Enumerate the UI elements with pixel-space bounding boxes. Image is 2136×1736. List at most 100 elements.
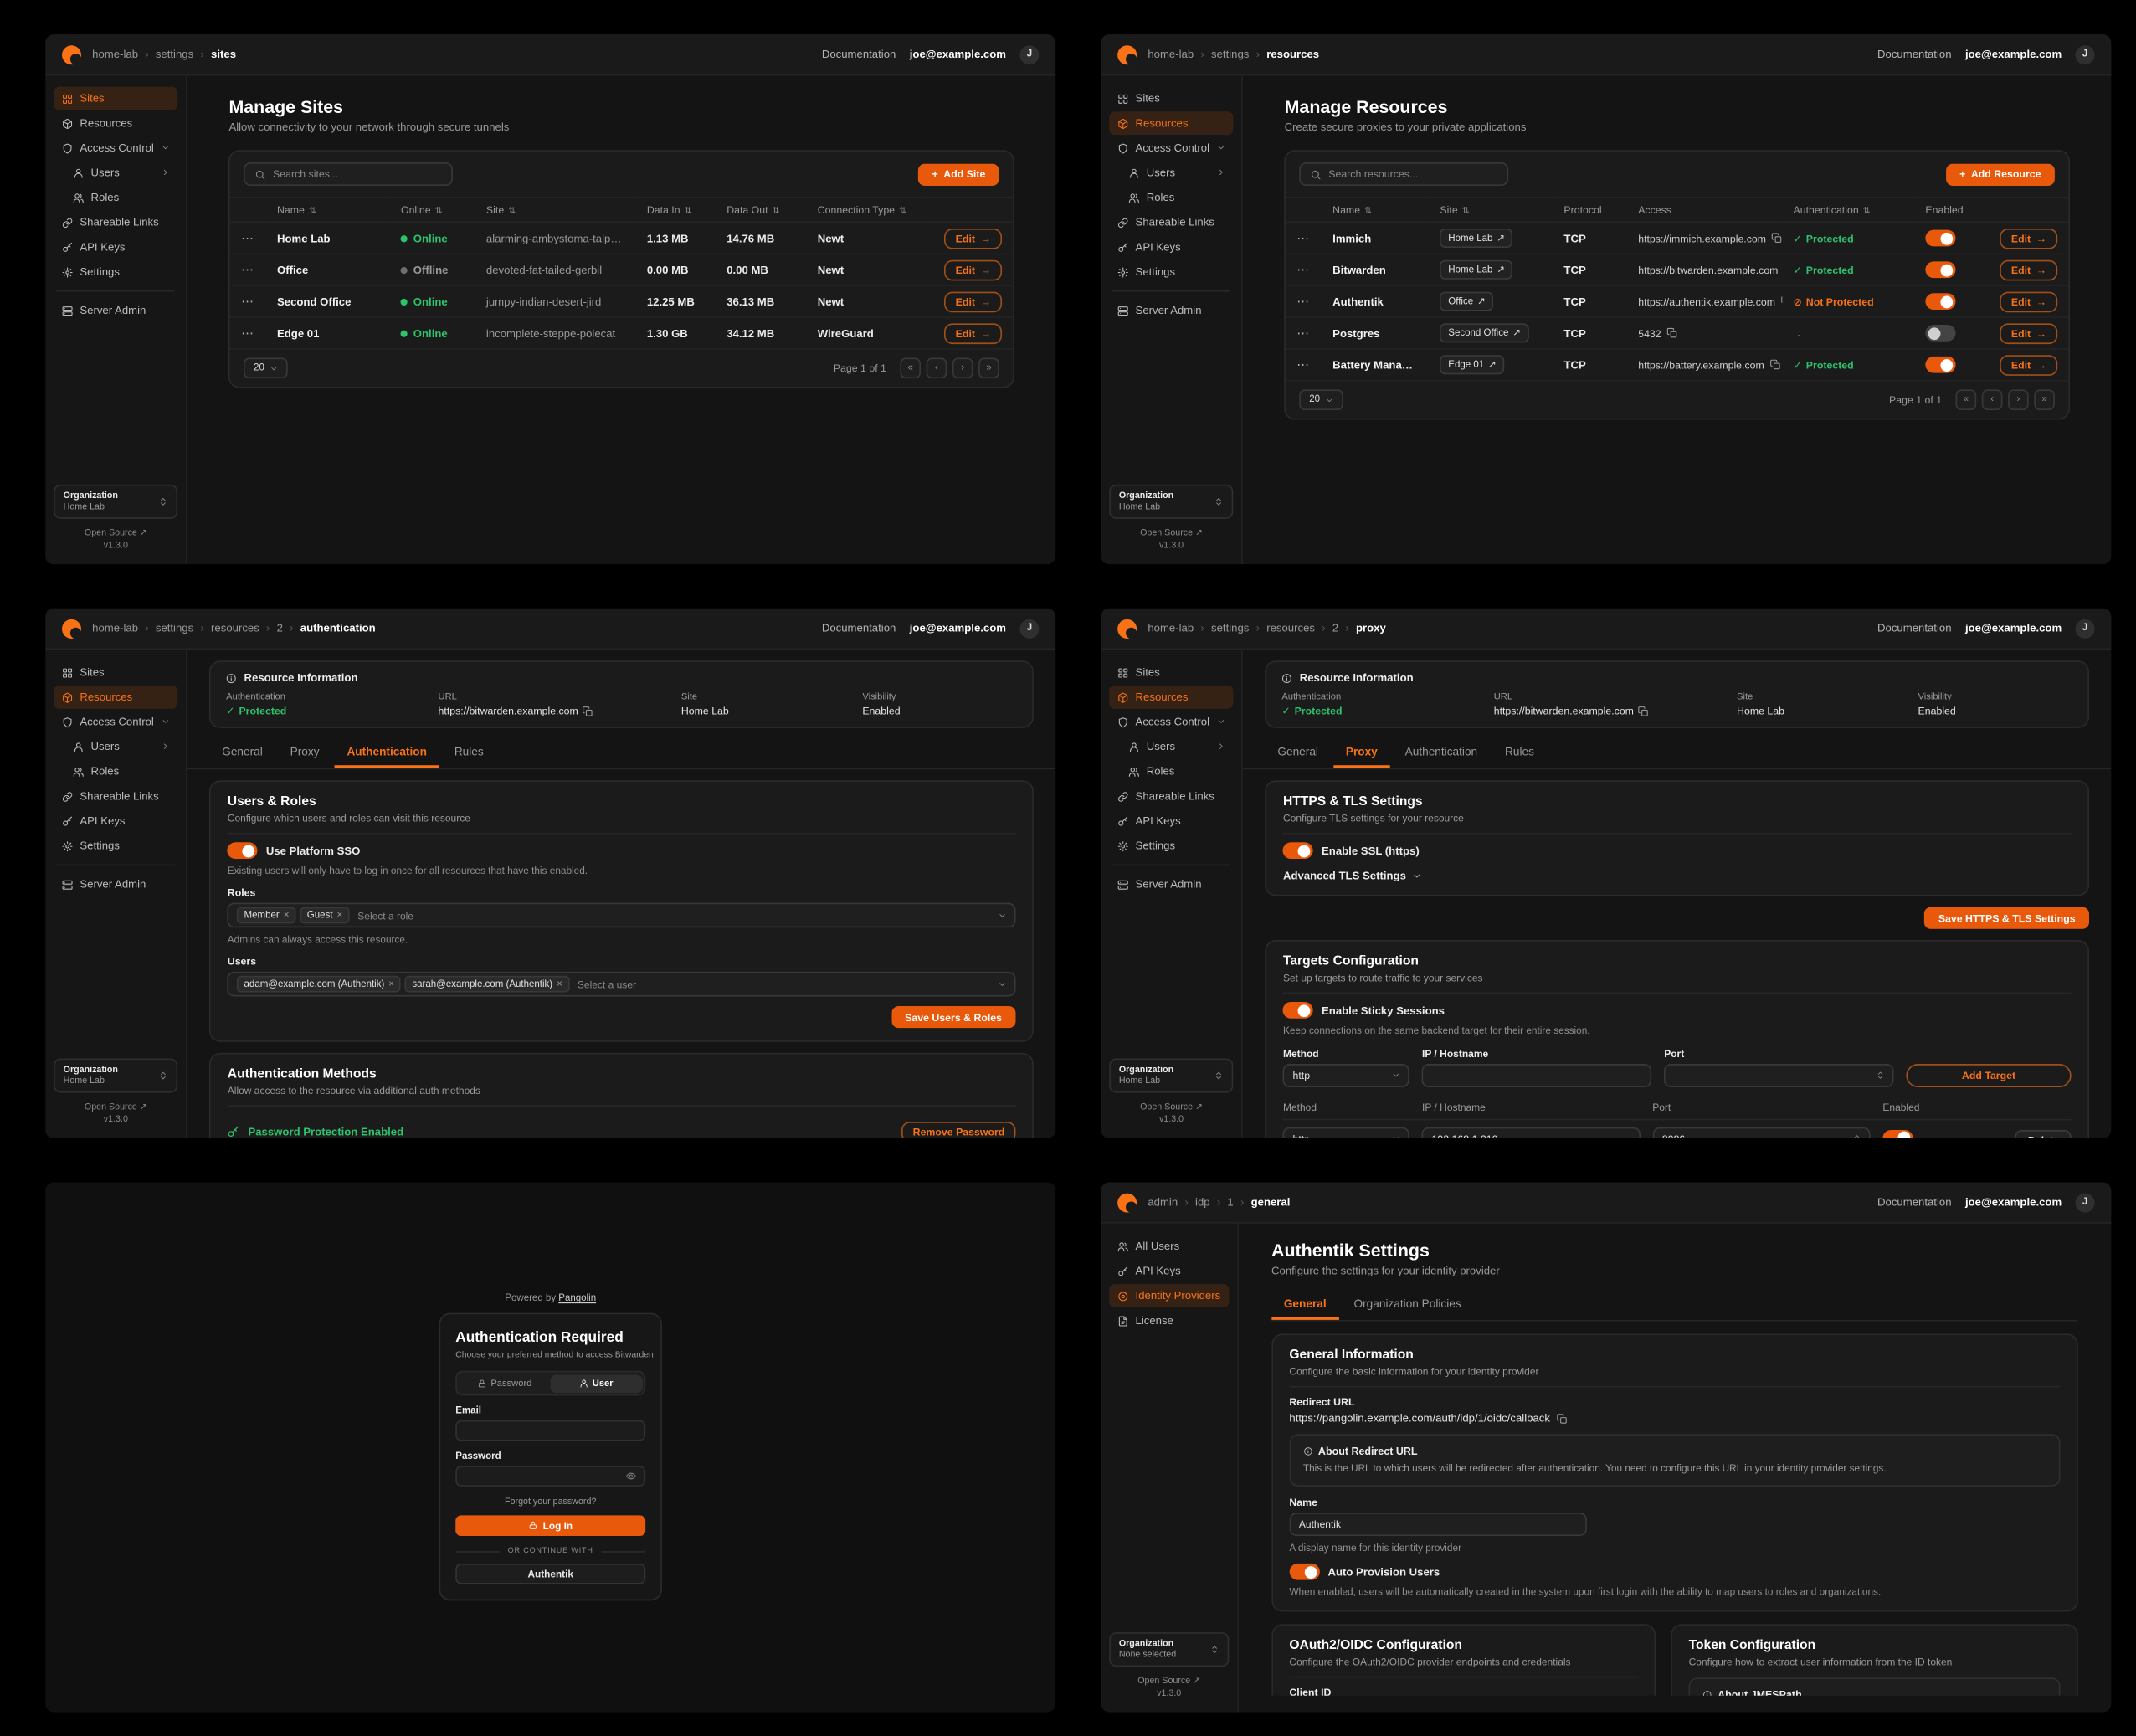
copy-icon[interactable] <box>1557 1413 1568 1424</box>
page-size-select[interactable]: 20 <box>1299 389 1343 411</box>
tab-rules[interactable]: Rules <box>1505 744 1534 759</box>
sidebar-item-all-users[interactable]: All Users <box>1109 1235 1229 1258</box>
column-authentication[interactable]: Authentication ⇅ <box>1782 197 1915 223</box>
row-menu-button[interactable]: ⋯ <box>241 325 255 340</box>
sidebar-item-shareable-links[interactable]: Shareable Links <box>1109 211 1233 234</box>
column-connection-type[interactable]: Connection Type ⇅ <box>806 197 928 223</box>
column-name[interactable]: Name ⇅ <box>1322 197 1430 223</box>
remove-chip-icon[interactable]: × <box>388 978 394 989</box>
column-site[interactable]: Site ⇅ <box>475 197 636 223</box>
save-tls-button[interactable]: Save HTTPS & TLS Settings <box>1924 907 2090 929</box>
row-menu-button[interactable]: ⋯ <box>241 230 255 244</box>
sidebar-item-shareable-links[interactable]: Shareable Links <box>1109 784 1233 808</box>
users-multiselect[interactable]: adam@example.com (Authentik) × sarah@examp… <box>227 971 1016 997</box>
tab-proxy[interactable]: Proxy <box>290 744 320 759</box>
avatar[interactable]: J <box>1019 619 1040 639</box>
tab-authentication[interactable]: Authentication <box>334 737 439 768</box>
tab-organization-policies[interactable]: Organization Policies <box>1353 1296 1461 1311</box>
pangolin-link[interactable]: Pangolin <box>558 1293 597 1304</box>
method-select[interactable]: http <box>1282 1126 1410 1138</box>
edit-button[interactable]: Edit → <box>2000 322 2058 344</box>
sidebar-item-identity-providers[interactable]: Identity Providers <box>1109 1284 1230 1308</box>
row-menu-button[interactable]: ⋯ <box>1296 357 1311 372</box>
user-email[interactable]: joe@example.com <box>1964 1195 2062 1209</box>
copy-icon[interactable] <box>1769 359 1780 370</box>
auto-provision-toggle[interactable] <box>1289 1564 1320 1581</box>
sidebar-item-resources[interactable]: Resources <box>54 685 178 709</box>
breadcrumb-item[interactable]: home-lab <box>1148 622 1194 635</box>
documentation-link[interactable]: Documentation <box>821 622 896 635</box>
edit-button[interactable]: Edit → <box>2000 259 2058 280</box>
open-source-link[interactable]: Open Source ↗ <box>84 1102 147 1112</box>
redirect-url-value[interactable]: https://pangolin.example.com/auth/idp/1/… <box>1289 1412 1550 1425</box>
documentation-link[interactable]: Documentation <box>1877 1195 1952 1209</box>
role-chip[interactable]: Guest × <box>300 907 350 924</box>
sidebar-item-server-admin[interactable]: Server Admin <box>54 872 177 896</box>
open-source-link[interactable]: Open Source ↗ <box>1140 528 1204 538</box>
sidebar-item-roles[interactable]: Roles <box>1109 760 1233 783</box>
edit-button[interactable]: Edit → <box>2000 228 2058 249</box>
breadcrumb-item[interactable]: home-lab <box>92 622 139 635</box>
breadcrumb-item[interactable]: 1 <box>1227 1195 1234 1209</box>
enabled-toggle[interactable] <box>1882 1129 1913 1138</box>
open-source-link[interactable]: Open Source ↗ <box>84 528 147 538</box>
prev-page-button[interactable]: ‹ <box>1981 389 2003 411</box>
sticky-sessions-toggle[interactable] <box>1282 1002 1314 1019</box>
remove-chip-icon[interactable]: × <box>557 978 562 989</box>
row-menu-button[interactable]: ⋯ <box>1296 262 1311 276</box>
breadcrumb-item[interactable]: 2 <box>1332 622 1339 635</box>
breadcrumb-item[interactable]: settings <box>155 48 194 61</box>
site-link-chip[interactable]: Second Office ↗ <box>1440 323 1529 343</box>
edit-button[interactable]: Edit → <box>2000 354 2058 376</box>
add-site-button[interactable]: + Add Site <box>918 162 999 186</box>
copy-icon[interactable] <box>1781 296 1783 307</box>
access-url[interactable]: https://bitwarden.example.com <box>1638 263 1779 276</box>
sidebar-item-users[interactable]: Users <box>1109 735 1233 758</box>
sidebar-item-sites[interactable]: Sites <box>54 86 178 110</box>
first-page-button[interactable]: « <box>900 357 922 379</box>
first-page-button[interactable]: « <box>1955 389 1977 411</box>
sidebar-item-license[interactable]: License <box>1109 1309 1229 1333</box>
site-link-chip[interactable]: Edge 01 ↗ <box>1440 355 1505 375</box>
site-link-chip[interactable]: Home Lab ↗ <box>1440 228 1513 248</box>
sidebar-item-sites[interactable]: Sites <box>1109 87 1233 110</box>
authentik-button[interactable]: Authentik <box>455 1563 646 1584</box>
row-menu-button[interactable]: ⋯ <box>1296 294 1311 308</box>
copy-icon[interactable] <box>1772 233 1783 244</box>
advanced-tls-settings[interactable]: Advanced TLS Settings <box>1283 870 2072 882</box>
sidebar-item-access-control[interactable]: Access Control <box>1109 710 1233 733</box>
enabled-toggle[interactable] <box>1925 261 1956 279</box>
access-url[interactable]: 5432 <box>1638 326 1661 340</box>
open-source-link[interactable]: Open Source ↗ <box>1137 1676 1201 1687</box>
port-input[interactable] <box>1673 1069 1870 1082</box>
breadcrumb-item[interactable]: admin <box>1148 1195 1178 1209</box>
method-select[interactable]: http <box>1282 1064 1410 1087</box>
breadcrumb-item[interactable]: settings <box>1211 48 1250 61</box>
save-users-roles-button[interactable]: Save Users & Roles <box>891 1005 1016 1029</box>
number-stepper-icon[interactable] <box>1875 1071 1884 1081</box>
user-email[interactable]: joe@example.com <box>909 48 1006 61</box>
user-email[interactable]: joe@example.com <box>1964 622 2062 635</box>
documentation-link[interactable]: Documentation <box>1877 622 1952 635</box>
sidebar-item-resources[interactable]: Resources <box>1109 111 1234 136</box>
next-page-button[interactable]: › <box>952 357 973 379</box>
breadcrumb-item[interactable]: settings <box>155 622 194 635</box>
remove-chip-icon[interactable]: × <box>336 910 343 921</box>
edit-button[interactable]: Edit → <box>944 290 1003 312</box>
sidebar-item-settings[interactable]: Settings <box>1109 834 1233 857</box>
tab-rules[interactable]: Rules <box>454 744 484 759</box>
forgot-password-link[interactable]: Forgot your password? <box>505 1497 597 1507</box>
sidebar-item-sites[interactable]: Sites <box>1109 660 1233 684</box>
edit-button[interactable]: Edit → <box>2000 290 2058 312</box>
breadcrumb-item[interactable]: home-lab <box>92 48 139 61</box>
column-data-out[interactable]: Data Out ⇅ <box>716 197 807 223</box>
organization-selector[interactable]: Organization None selected <box>1109 1632 1230 1667</box>
sidebar-item-server-admin[interactable]: Server Admin <box>1109 872 1233 896</box>
user-email[interactable]: joe@example.com <box>909 622 1006 635</box>
organization-selector[interactable]: Organization Home Lab <box>1109 1058 1234 1093</box>
tab-password[interactable]: Password <box>459 1374 550 1392</box>
row-menu-button[interactable]: ⋯ <box>1296 325 1311 340</box>
role-chip[interactable]: Member × <box>237 907 296 924</box>
row-menu-button[interactable]: ⋯ <box>241 294 255 308</box>
sidebar-item-roles[interactable]: Roles <box>1109 186 1233 209</box>
